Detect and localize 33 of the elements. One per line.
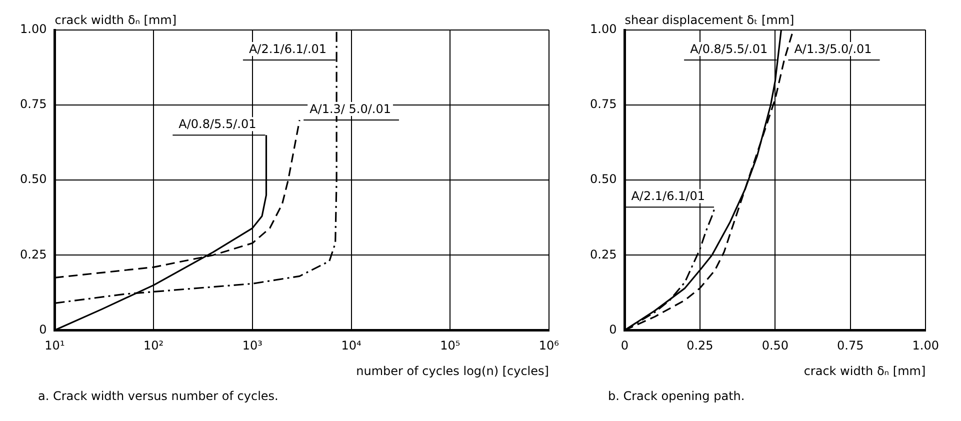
y-tick-label: 1.00 <box>20 22 47 36</box>
x-axis-title: number of cycles log(n) [cycles] <box>356 364 549 378</box>
y-tick-label: 0.25 <box>590 247 617 262</box>
y-tick-label: 0.75 <box>20 97 47 112</box>
series-label: A/0.8/5.5/.01 <box>178 117 256 132</box>
y-axis-title: shear displacement δₜ [mm] <box>624 13 794 28</box>
x-tick-label: 10² <box>144 338 164 353</box>
x-tick-label: 10⁴ <box>341 338 362 353</box>
x-tick-label: 0.75 <box>837 338 864 353</box>
y-axis-title: crack width δₙ [mm] <box>54 13 177 28</box>
series-label: A/1.3/5.0/.01 <box>794 42 872 56</box>
x-tick-label: 0.50 <box>762 338 789 353</box>
y-tick-label: 0.50 <box>20 172 47 186</box>
y-tick-label: 0.50 <box>590 172 617 186</box>
y-tick-label: 0 <box>609 322 617 336</box>
y-tick-label: 0.25 <box>20 247 47 262</box>
y-tick-label: 0 <box>39 322 47 336</box>
text: a. Crack width versus number of cycles. <box>37 389 280 403</box>
text: b. Crack opening path. <box>607 389 746 403</box>
x-tick-label: 0.25 <box>686 338 714 353</box>
y-tick-label: 0.75 <box>590 97 617 112</box>
x-axis-title: crack width δₙ [mm] <box>804 364 926 378</box>
x-tick-label: 10⁶ <box>538 338 560 353</box>
series-label: A/1.3/ 5.0/.01 <box>310 102 391 116</box>
x-tick-label: 10³ <box>242 338 263 353</box>
series-label: A/2.1/6.1/01 <box>631 189 705 204</box>
x-tick-label: 10⁵ <box>440 338 460 353</box>
series-label: A/2.1/6.1/.01 <box>248 42 327 56</box>
series-label: A/0.8/5.5/.01 <box>690 42 768 56</box>
x-tick-label: 0 <box>620 338 629 353</box>
x-tick-label: 1.00 <box>912 338 939 353</box>
y-tick-label: 1.00 <box>590 22 617 36</box>
x-tick-label: 10¹ <box>44 338 65 353</box>
